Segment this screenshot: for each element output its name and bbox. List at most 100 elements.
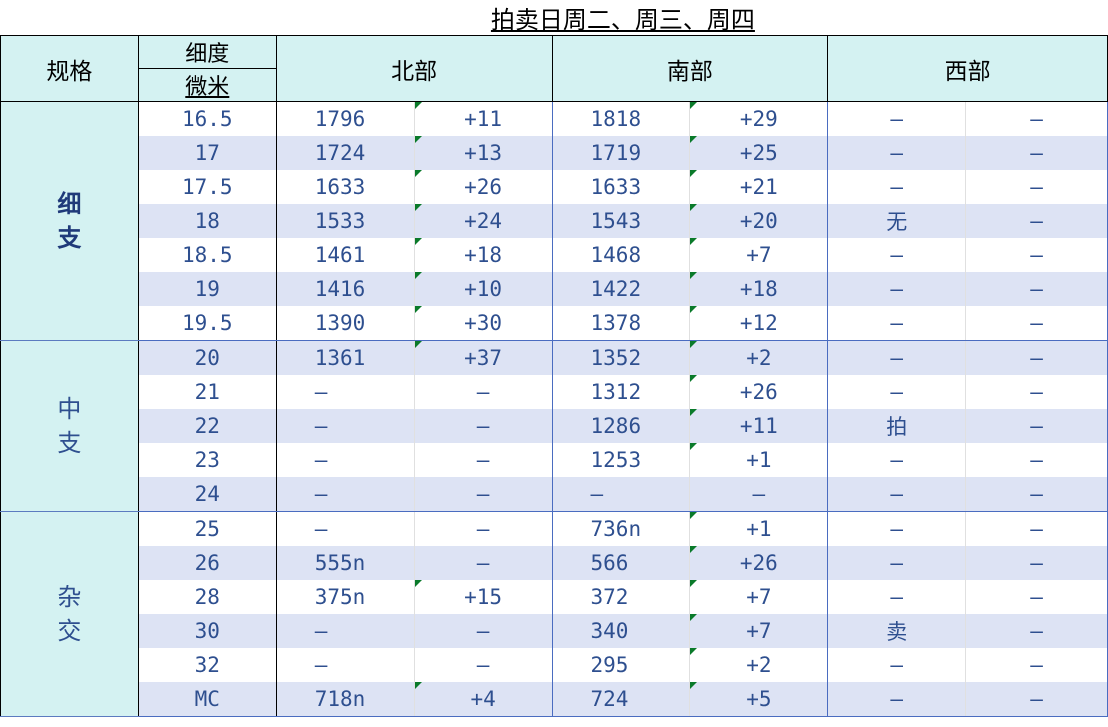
north-change-cell[interactable]: +4: [414, 682, 553, 717]
north-change-cell[interactable]: –: [414, 443, 553, 477]
header-north[interactable]: 北部: [275, 35, 553, 102]
north-price-cell[interactable]: –: [276, 443, 415, 477]
south-change-cell[interactable]: +1: [689, 511, 829, 546]
corner-cell[interactable]: [1, 0, 139, 36]
north-change-cell[interactable]: –: [414, 375, 553, 409]
north-change-cell[interactable]: +18: [414, 238, 553, 272]
west-cell-b[interactable]: –: [965, 238, 1108, 272]
spec-cell[interactable]: 19.5: [138, 306, 277, 341]
north-price-cell[interactable]: 1461: [276, 238, 415, 272]
spec-cell[interactable]: 24: [138, 477, 277, 512]
north-change-cell[interactable]: –: [414, 409, 553, 443]
south-price-cell[interactable]: 1378: [552, 306, 691, 341]
west-cell-a[interactable]: 无: [827, 204, 967, 238]
south-change-cell[interactable]: +1: [689, 443, 829, 477]
spec-cell[interactable]: 17.5: [138, 170, 277, 204]
north-change-cell[interactable]: +10: [414, 272, 553, 306]
north-change-cell[interactable]: –: [414, 511, 553, 546]
south-change-cell[interactable]: +7: [689, 614, 829, 648]
south-change-cell[interactable]: +20: [689, 204, 829, 238]
south-change-cell[interactable]: +29: [689, 101, 829, 136]
west-cell-b[interactable]: –: [965, 511, 1108, 546]
west-cell-b[interactable]: –: [965, 101, 1108, 136]
south-price-cell[interactable]: –: [552, 477, 691, 512]
header-spec[interactable]: 规格: [0, 35, 139, 102]
south-price-cell[interactable]: 295: [552, 648, 691, 682]
north-price-cell[interactable]: –: [276, 648, 415, 682]
west-cell-b[interactable]: –: [965, 375, 1108, 409]
spec-cell[interactable]: 19: [138, 272, 277, 306]
north-change-cell[interactable]: +13: [414, 136, 553, 170]
north-price-cell[interactable]: 555n: [276, 546, 415, 580]
south-price-cell[interactable]: 724: [552, 682, 691, 717]
spec-cell[interactable]: 18: [138, 204, 277, 238]
south-price-cell[interactable]: 1633: [552, 170, 691, 204]
south-price-cell[interactable]: 340: [552, 614, 691, 648]
south-price-cell[interactable]: 1286: [552, 409, 691, 443]
west-cell-a[interactable]: –: [827, 238, 967, 272]
sheet-title[interactable]: 拍卖日周二、周三、周四: [490, 6, 755, 34]
south-change-cell[interactable]: +12: [689, 306, 829, 341]
west-cell-a[interactable]: –: [827, 272, 967, 306]
spec-cell[interactable]: 28: [138, 580, 277, 614]
west-cell-a[interactable]: –: [827, 340, 967, 375]
north-change-cell[interactable]: –: [414, 614, 553, 648]
south-price-cell[interactable]: 566: [552, 546, 691, 580]
west-cell-b[interactable]: –: [965, 443, 1108, 477]
west-cell-a[interactable]: –: [827, 682, 967, 717]
west-cell-a[interactable]: –: [827, 477, 967, 512]
south-change-cell[interactable]: +2: [689, 340, 829, 375]
south-price-cell[interactable]: 1422: [552, 272, 691, 306]
south-change-cell[interactable]: +26: [689, 375, 829, 409]
south-change-cell[interactable]: +7: [689, 238, 829, 272]
south-price-cell[interactable]: 1719: [552, 136, 691, 170]
spec-cell[interactable]: 20: [138, 340, 277, 375]
west-cell-a[interactable]: 卖: [827, 614, 967, 648]
north-price-cell[interactable]: –: [276, 614, 415, 648]
north-price-cell[interactable]: 375n: [276, 580, 415, 614]
south-price-cell[interactable]: 1543: [552, 204, 691, 238]
west-cell-a[interactable]: –: [827, 511, 967, 546]
south-change-cell[interactable]: +21: [689, 170, 829, 204]
north-change-cell[interactable]: +26: [414, 170, 553, 204]
west-cell-b[interactable]: –: [965, 546, 1108, 580]
west-cell-b[interactable]: –: [965, 682, 1108, 717]
spec-cell[interactable]: 16.5: [138, 101, 277, 136]
south-change-cell[interactable]: +26: [689, 546, 829, 580]
spec-cell[interactable]: 30: [138, 614, 277, 648]
south-price-cell[interactable]: 1253: [552, 443, 691, 477]
south-price-cell[interactable]: 1312: [552, 375, 691, 409]
spec-cell[interactable]: 25: [138, 511, 277, 546]
south-price-cell[interactable]: 736n: [552, 511, 691, 546]
north-price-cell[interactable]: –: [276, 511, 415, 546]
south-change-cell[interactable]: +11: [689, 409, 829, 443]
south-change-cell[interactable]: +25: [689, 136, 829, 170]
west-cell-a[interactable]: –: [827, 306, 967, 341]
north-price-cell[interactable]: 1361: [276, 340, 415, 375]
south-change-cell[interactable]: +7: [689, 580, 829, 614]
north-price-cell[interactable]: 1390: [276, 306, 415, 341]
west-cell-b[interactable]: –: [965, 409, 1108, 443]
spec-cell[interactable]: MC: [138, 682, 277, 717]
north-change-cell[interactable]: +30: [414, 306, 553, 341]
west-cell-b[interactable]: –: [965, 614, 1108, 648]
north-change-cell[interactable]: –: [414, 648, 553, 682]
north-price-cell[interactable]: –: [276, 375, 415, 409]
west-cell-b[interactable]: –: [965, 204, 1108, 238]
north-change-cell[interactable]: –: [414, 546, 553, 580]
north-price-cell[interactable]: 718n: [276, 682, 415, 717]
south-change-cell[interactable]: +5: [689, 682, 829, 717]
west-cell-a[interactable]: –: [827, 136, 967, 170]
west-cell-b[interactable]: –: [965, 580, 1108, 614]
north-change-cell[interactable]: +24: [414, 204, 553, 238]
west-cell-a[interactable]: –: [827, 648, 967, 682]
north-change-cell[interactable]: +15: [414, 580, 553, 614]
header-micron[interactable]: 微米: [137, 68, 277, 102]
west-cell-a[interactable]: –: [827, 101, 967, 136]
west-cell-a[interactable]: –: [827, 170, 967, 204]
south-change-cell[interactable]: +18: [689, 272, 829, 306]
west-cell-a[interactable]: –: [827, 375, 967, 409]
spec-cell[interactable]: 17: [138, 136, 277, 170]
group-label-cell[interactable]: 中支: [0, 340, 139, 512]
south-price-cell[interactable]: 372: [552, 580, 691, 614]
